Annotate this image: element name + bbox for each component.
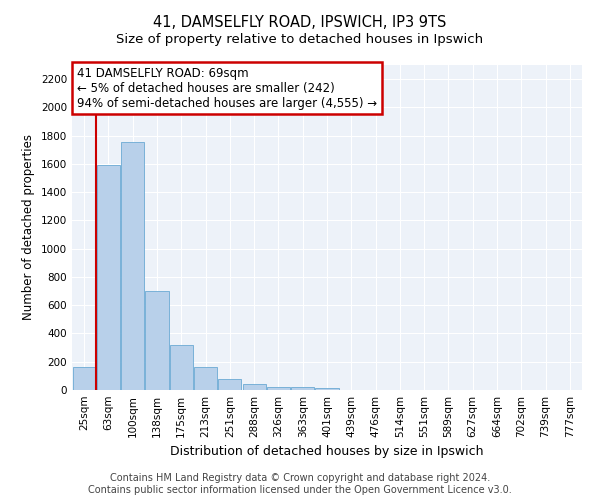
Bar <box>291 388 314 390</box>
Bar <box>73 366 95 390</box>
Y-axis label: Number of detached properties: Number of detached properties <box>22 134 35 320</box>
X-axis label: Distribution of detached houses by size in Ipswich: Distribution of detached houses by size … <box>170 446 484 458</box>
Bar <box>242 384 266 390</box>
Text: 41 DAMSELFLY ROAD: 69sqm
← 5% of detached houses are smaller (242)
94% of semi-d: 41 DAMSELFLY ROAD: 69sqm ← 5% of detache… <box>77 66 377 110</box>
Bar <box>145 291 169 390</box>
Bar <box>97 164 120 390</box>
Bar <box>121 142 144 390</box>
Bar <box>267 387 290 390</box>
Text: Contains HM Land Registry data © Crown copyright and database right 2024.
Contai: Contains HM Land Registry data © Crown c… <box>88 474 512 495</box>
Bar <box>170 345 193 390</box>
Bar <box>218 378 241 390</box>
Bar <box>316 388 338 390</box>
Text: 41, DAMSELFLY ROAD, IPSWICH, IP3 9TS: 41, DAMSELFLY ROAD, IPSWICH, IP3 9TS <box>154 15 446 30</box>
Bar <box>194 368 217 390</box>
Text: Size of property relative to detached houses in Ipswich: Size of property relative to detached ho… <box>116 32 484 46</box>
